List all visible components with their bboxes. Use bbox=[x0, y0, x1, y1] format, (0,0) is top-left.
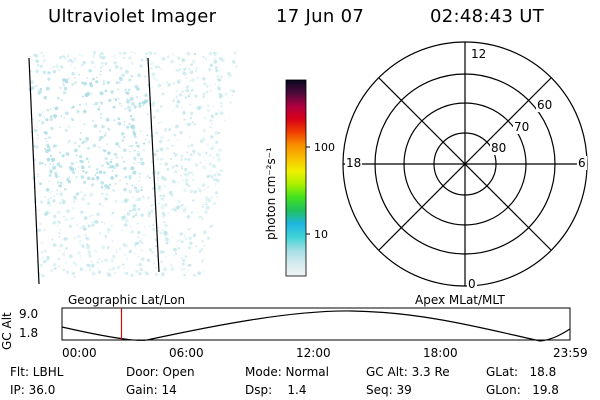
mlt-label-6: 6 bbox=[577, 156, 587, 170]
polar-diagonal-2 bbox=[378, 77, 552, 251]
image-boundary-left bbox=[28, 57, 40, 285]
colorbar-tick-100: 100 bbox=[314, 141, 335, 154]
instrument-title: Ultraviolet Imager bbox=[48, 6, 217, 27]
lat-label-70: 70 bbox=[513, 120, 531, 134]
date-label: 17 Jun 07 bbox=[276, 6, 365, 27]
lat-label-80: 80 bbox=[490, 141, 508, 155]
polar-plot bbox=[342, 41, 588, 287]
info-glat: GLat: 18.8 bbox=[486, 365, 557, 379]
strip-x-tick-2359: 23:59 bbox=[553, 346, 588, 360]
info-ip: IP: 36.0 bbox=[10, 383, 56, 397]
strip-frame bbox=[61, 307, 571, 341]
mlt-label-12: 12 bbox=[470, 47, 488, 61]
colorbar-tick-10: 10 bbox=[314, 228, 328, 241]
strip-left-title: Geographic Lat/Lon bbox=[68, 293, 186, 307]
mlt-label-18: 18 bbox=[345, 156, 363, 170]
strip-right-title: Apex MLat/MLT bbox=[415, 293, 505, 307]
info-dsp: Dsp: 1.4 bbox=[245, 383, 307, 397]
strip-y-axis-label: GC Alt bbox=[0, 312, 14, 350]
info-filter: Flt: LBHL bbox=[10, 365, 64, 379]
uv-image-panel bbox=[28, 50, 238, 285]
colorbar bbox=[285, 79, 307, 277]
lat-label-60: 60 bbox=[536, 98, 554, 112]
mlt-label-0: 0 bbox=[467, 277, 477, 291]
image-boundary-right bbox=[147, 57, 160, 273]
altitude-curve bbox=[61, 310, 571, 342]
colorbar-unit-label: photon cm⁻²s⁻¹ bbox=[264, 147, 278, 240]
info-seq: Seq: 39 bbox=[366, 383, 412, 397]
strip-x-tick-0000: 00:00 bbox=[62, 346, 97, 360]
info-mode: Mode: Normal bbox=[245, 365, 329, 379]
strip-y-tick-low: 1.8 bbox=[19, 326, 39, 340]
time-label: 02:48:43 UT bbox=[430, 6, 545, 27]
colorbar-ticks bbox=[306, 146, 310, 235]
strip-y-tick-high: 9.0 bbox=[19, 307, 39, 321]
info-gain: Gain: 14 bbox=[126, 383, 177, 397]
colorbar-gradient bbox=[285, 79, 307, 277]
info-glon: GLon: 19.8 bbox=[486, 383, 559, 397]
info-door: Door: Open bbox=[126, 365, 195, 379]
altitude-strip-chart bbox=[61, 307, 571, 342]
strip-x-tick-1200: 12:00 bbox=[296, 346, 331, 360]
info-gc-alt: GC Alt: 3.3 Re bbox=[366, 365, 450, 379]
strip-x-tick-1800: 18:00 bbox=[423, 346, 458, 360]
strip-x-tick-0600: 06:00 bbox=[169, 346, 204, 360]
aurora-emission-dots bbox=[28, 50, 238, 278]
